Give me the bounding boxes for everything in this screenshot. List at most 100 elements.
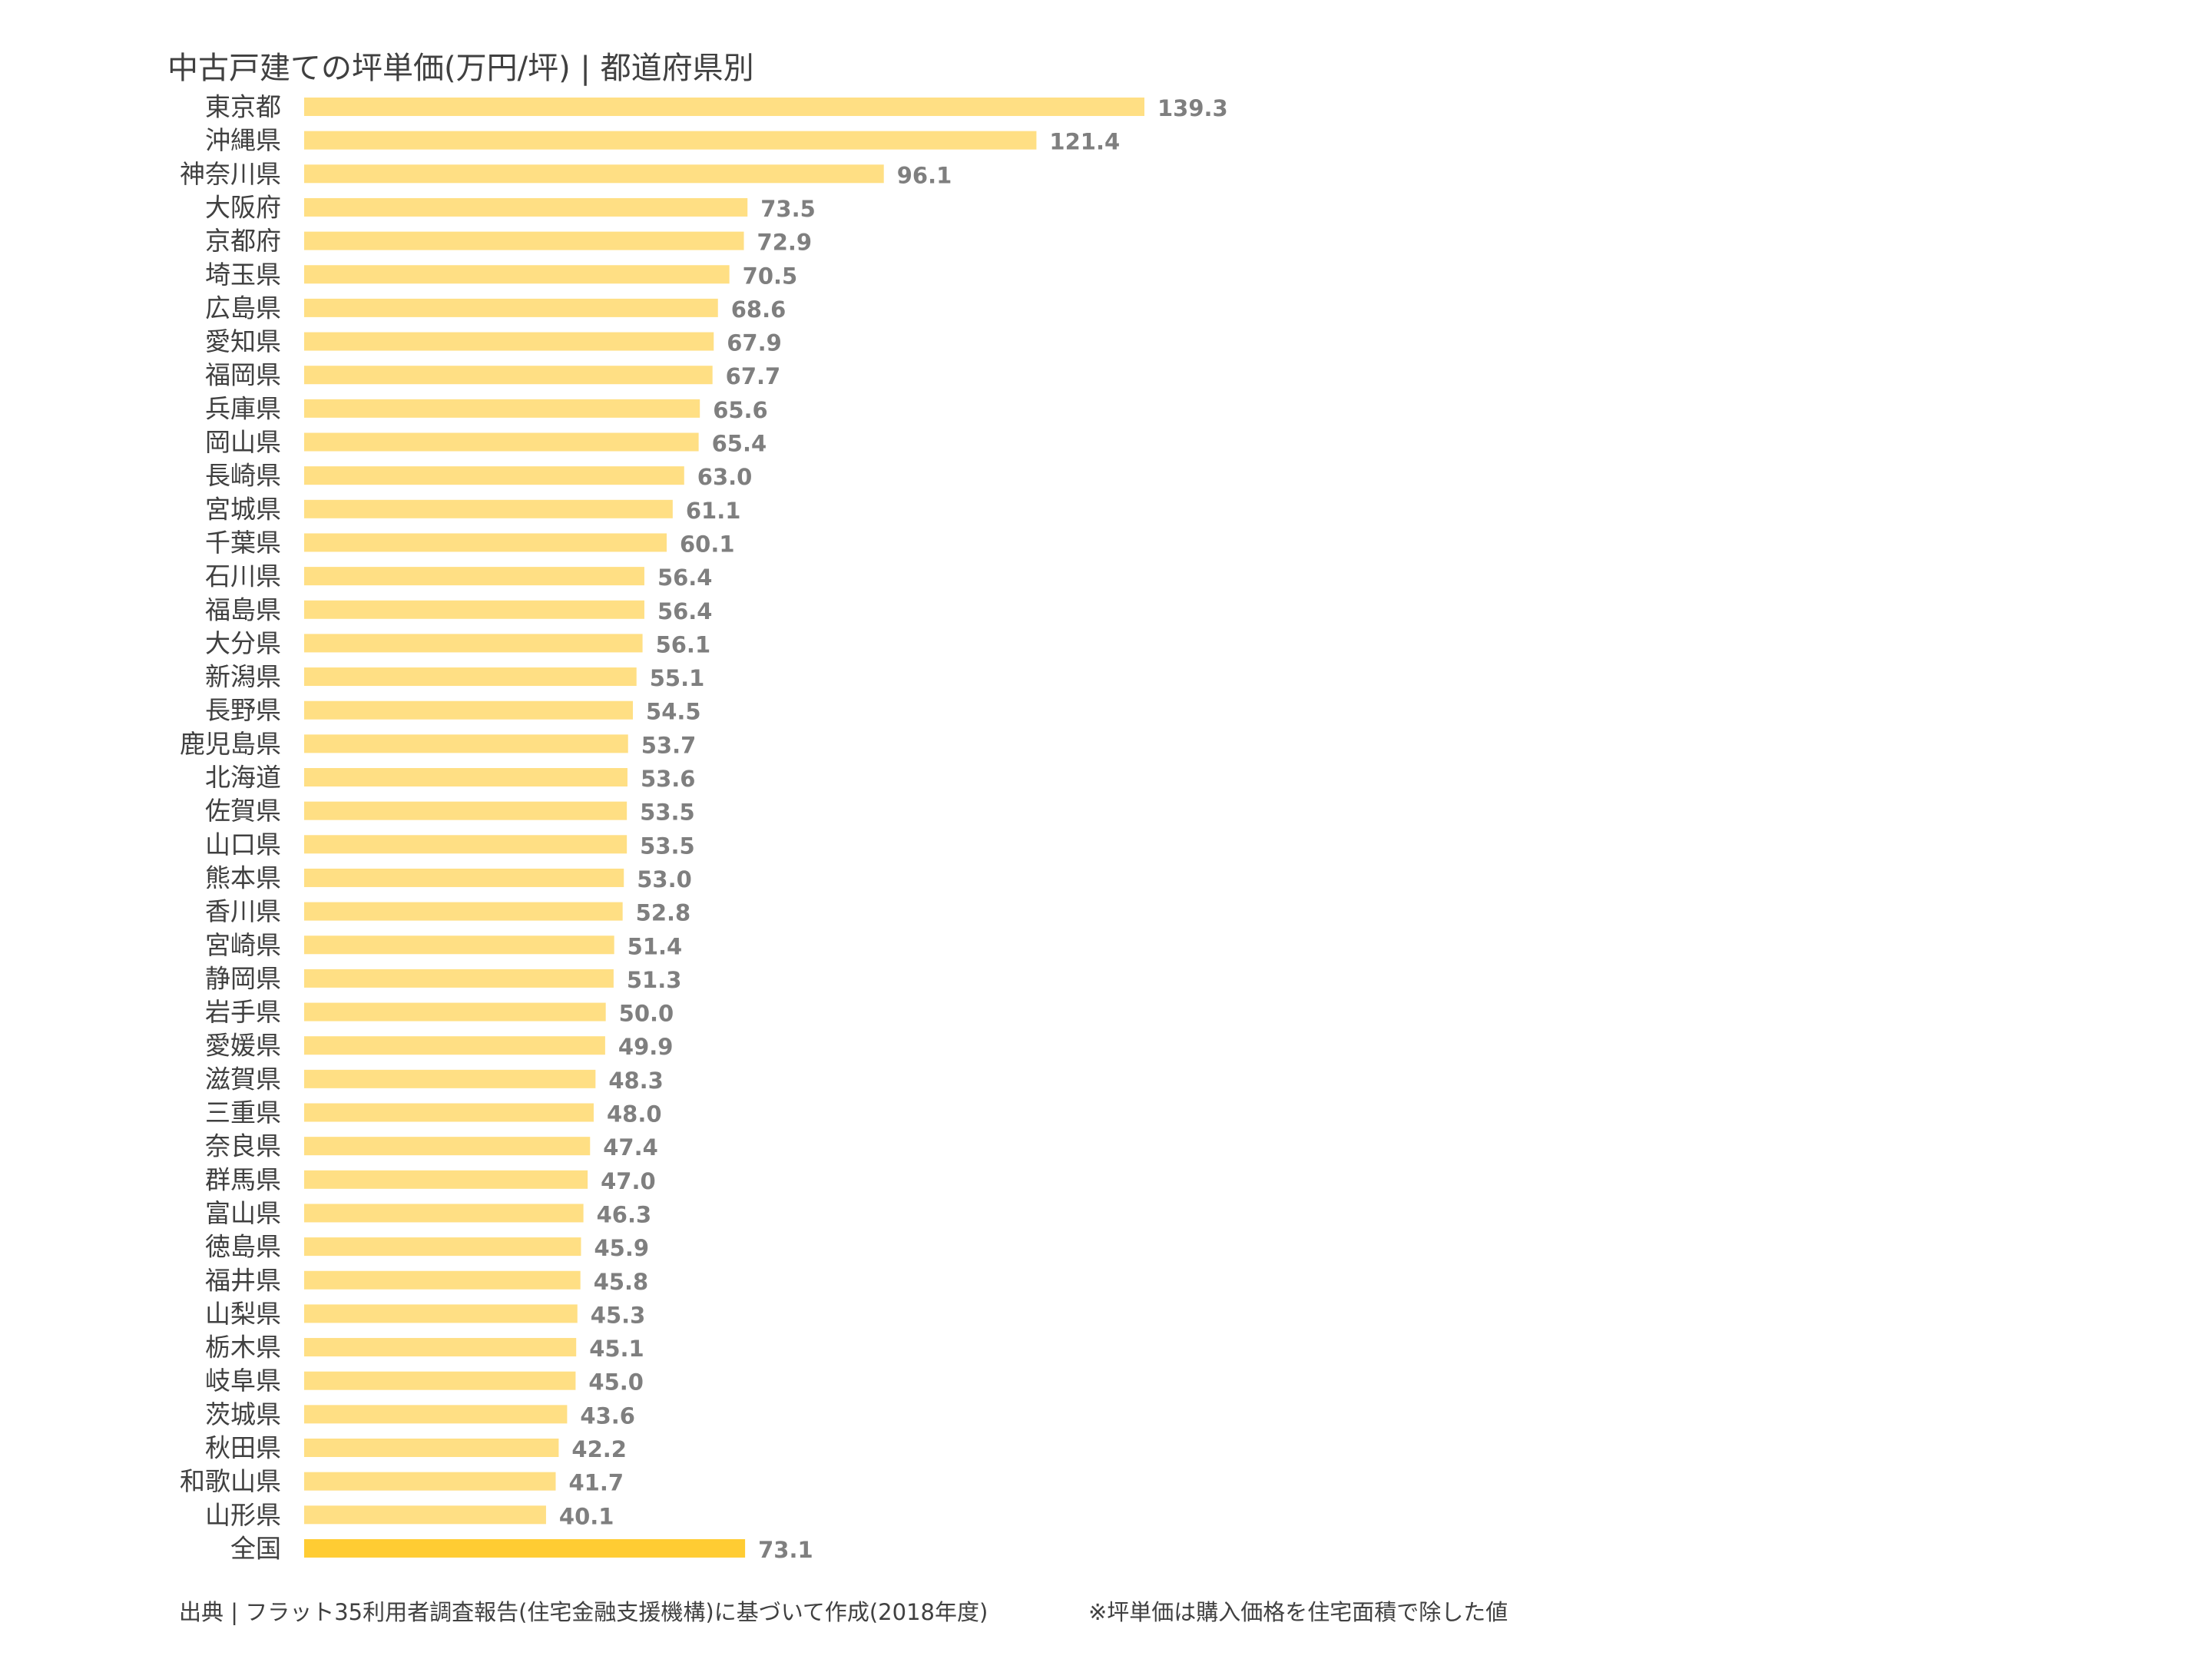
category-label: 栃木県 [205,1333,281,1363]
value-label: 73.1 [758,1537,813,1563]
bar [304,801,628,820]
value-label: 53.5 [640,833,695,859]
category-label: 福井県 [205,1265,281,1295]
bar [304,868,624,887]
bar [304,1472,556,1491]
value-label: 61.1 [686,498,741,524]
category-label: 熊本県 [205,863,281,892]
bar [304,131,1037,150]
value-label: 73.5 [760,196,816,222]
value-label: 45.0 [588,1369,644,1396]
value-label: 53.7 [641,732,697,758]
value-label: 121.4 [1049,129,1120,155]
bar [304,969,614,988]
value-label: 45.8 [594,1269,649,1295]
bar [304,1069,596,1088]
category-label: 石川県 [205,561,281,591]
category-label: 長野県 [205,695,281,725]
value-label: 45.3 [591,1302,646,1328]
category-label: 岡山県 [205,427,281,457]
bar [304,768,628,786]
category-label: 山口県 [205,830,281,859]
bar [304,298,718,317]
category-label: 埼玉県 [205,260,281,290]
value-label: 48.3 [608,1068,664,1094]
source-note: 出典 | フラット35利用者調査報告(住宅金融支援機構)に基づいて作成(2018… [179,1599,988,1625]
bar [304,466,684,485]
value-label: 65.6 [713,397,768,423]
value-label: 96.1 [897,162,952,188]
value-label: 56.4 [657,565,713,591]
bar [304,197,748,217]
value-label: 70.5 [743,263,798,289]
category-label: 全国 [230,1533,281,1563]
value-label: 139.3 [1157,95,1228,121]
category-label: 滋賀県 [205,1064,281,1094]
value-label: 53.6 [641,766,696,792]
chart-title: 中古戸建ての坪単価(万円/坪) | 都道府県別 [167,51,754,86]
category-label: 神奈川県 [180,159,281,189]
category-label: 広島県 [205,293,281,323]
value-label: 72.9 [757,230,813,256]
bar [304,1170,588,1189]
bar [304,265,730,284]
bar [304,1338,577,1357]
category-label: 福島県 [205,594,281,624]
value-label: 53.0 [637,866,692,892]
category-label: 群馬県 [205,1164,281,1194]
bar [304,902,623,921]
value-label: 41.7 [568,1470,624,1496]
bar [304,835,628,854]
category-label: 東京都 [205,92,281,122]
bar [304,700,634,720]
category-label: 佐賀県 [205,796,281,826]
bar [304,164,884,184]
bar [304,98,1144,116]
bar [304,366,713,385]
bar [304,1204,584,1223]
value-label: 56.4 [657,598,713,624]
category-label: 長崎県 [205,461,281,491]
bar [304,1439,559,1457]
bar [304,332,714,351]
value-label: 52.8 [636,900,691,926]
value-label: 67.9 [727,330,782,356]
value-label: 47.0 [601,1168,656,1194]
category-label: 富山県 [205,1198,281,1228]
value-label: 55.1 [650,665,705,691]
category-label: 奈良県 [205,1131,281,1161]
category-label: 宮崎県 [205,930,281,960]
bar [304,432,699,452]
category-label: 宮城県 [205,494,281,524]
category-label: 福岡県 [205,360,281,390]
category-label: 京都府 [205,226,281,256]
bar [304,1103,594,1122]
value-label: 43.6 [580,1402,635,1429]
value-label: 60.1 [680,531,735,557]
value-label: 49.9 [618,1034,674,1060]
value-label: 54.5 [646,699,701,725]
category-label: 香川県 [205,896,281,926]
category-label: 山形県 [205,1500,281,1530]
definition-note: ※坪単価は購入価格を住宅面積で除した値 [1088,1599,1508,1625]
bar [304,634,643,653]
value-label: 47.4 [603,1134,658,1161]
bar [304,1036,605,1055]
value-label: 48.0 [607,1101,662,1128]
value-label: 45.1 [589,1336,644,1362]
value-label: 56.1 [656,631,711,657]
category-label: 徳島県 [205,1232,281,1262]
category-label: 岩手県 [205,997,281,1027]
category-label: 山梨県 [205,1299,281,1329]
category-label: 愛知県 [205,326,281,356]
bar [304,600,644,619]
category-label: 岐阜県 [205,1366,281,1396]
value-label: 53.5 [640,800,695,826]
category-label: 沖縄県 [205,125,281,155]
category-label: 千葉県 [205,528,281,558]
value-label: 51.4 [628,933,683,959]
category-label: 鹿児島県 [180,729,281,759]
category-label: 大阪府 [205,192,281,222]
bar [304,533,667,552]
